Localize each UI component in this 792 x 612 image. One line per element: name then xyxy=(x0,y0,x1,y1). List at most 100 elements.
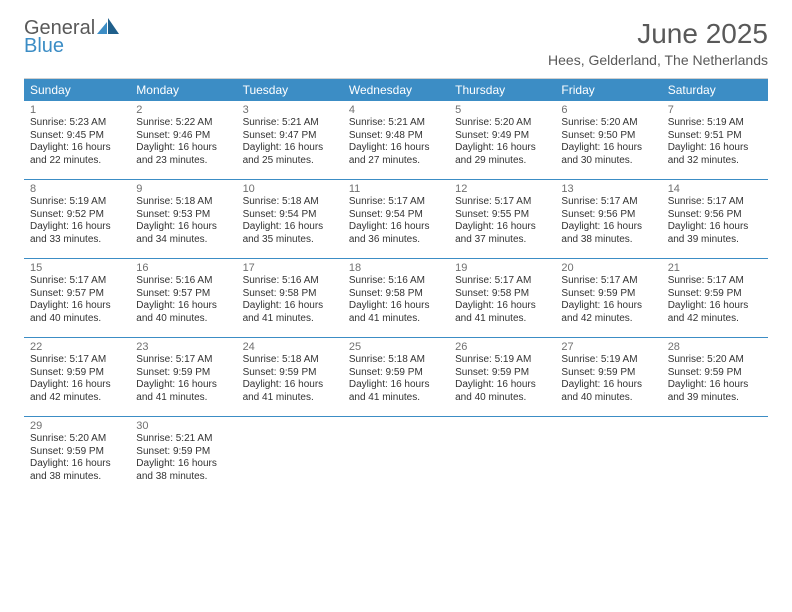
day-cell-empty xyxy=(555,417,661,495)
daylight-line: Daylight: 16 hours and 41 minutes. xyxy=(455,300,549,325)
logo-sail-icon xyxy=(97,18,119,34)
sunrise-line: Sunrise: 5:20 AM xyxy=(561,117,655,130)
day-cell: 20 Sunrise: 5:17 AM Sunset: 9:59 PM Dayl… xyxy=(555,259,661,337)
day-number: 25 xyxy=(349,341,443,353)
daylight-line: Daylight: 16 hours and 34 minutes. xyxy=(136,221,230,246)
daylight-line: Daylight: 16 hours and 23 minutes. xyxy=(136,142,230,167)
calendar-grid: Sunday Monday Tuesday Wednesday Thursday… xyxy=(24,78,768,495)
day-number: 26 xyxy=(455,341,549,353)
day-cell: 24 Sunrise: 5:18 AM Sunset: 9:59 PM Dayl… xyxy=(237,338,343,416)
sunset-line: Sunset: 9:45 PM xyxy=(30,130,124,143)
location-subtitle: Hees, Gelderland, The Netherlands xyxy=(548,52,768,68)
title-block: June 2025 Hees, Gelderland, The Netherla… xyxy=(548,18,768,68)
day-number: 4 xyxy=(349,104,443,116)
daylight-line: Daylight: 16 hours and 41 minutes. xyxy=(349,379,443,404)
daylight-line: Daylight: 16 hours and 42 minutes. xyxy=(30,379,124,404)
day-cell: 28 Sunrise: 5:20 AM Sunset: 9:59 PM Dayl… xyxy=(662,338,768,416)
brand-logo: General Blue xyxy=(24,18,119,56)
daylight-line: Daylight: 16 hours and 40 minutes. xyxy=(136,300,230,325)
day-number: 14 xyxy=(668,183,762,195)
day-number: 6 xyxy=(561,104,655,116)
sunset-line: Sunset: 9:58 PM xyxy=(243,288,337,301)
day-number: 11 xyxy=(349,183,443,195)
day-number: 12 xyxy=(455,183,549,195)
dow-sunday: Sunday xyxy=(24,79,130,101)
daylight-line: Daylight: 16 hours and 37 minutes. xyxy=(455,221,549,246)
sunrise-line: Sunrise: 5:17 AM xyxy=(561,275,655,288)
sunset-line: Sunset: 9:59 PM xyxy=(561,367,655,380)
sunset-line: Sunset: 9:55 PM xyxy=(455,209,549,222)
sunrise-line: Sunrise: 5:16 AM xyxy=(349,275,443,288)
daylight-line: Daylight: 16 hours and 40 minutes. xyxy=(30,300,124,325)
daylight-line: Daylight: 16 hours and 39 minutes. xyxy=(668,379,762,404)
day-cell: 13 Sunrise: 5:17 AM Sunset: 9:56 PM Dayl… xyxy=(555,180,661,258)
sunrise-line: Sunrise: 5:18 AM xyxy=(349,354,443,367)
sunrise-line: Sunrise: 5:17 AM xyxy=(668,196,762,209)
day-number: 24 xyxy=(243,341,337,353)
day-cell-empty xyxy=(662,417,768,495)
day-number: 30 xyxy=(136,420,230,432)
sunset-line: Sunset: 9:47 PM xyxy=(243,130,337,143)
day-cell-empty xyxy=(449,417,555,495)
day-cell: 19 Sunrise: 5:17 AM Sunset: 9:58 PM Dayl… xyxy=(449,259,555,337)
day-cell: 5 Sunrise: 5:20 AM Sunset: 9:49 PM Dayli… xyxy=(449,101,555,179)
sunset-line: Sunset: 9:52 PM xyxy=(30,209,124,222)
sunrise-line: Sunrise: 5:19 AM xyxy=(668,117,762,130)
day-cell: 23 Sunrise: 5:17 AM Sunset: 9:59 PM Dayl… xyxy=(130,338,236,416)
daylight-line: Daylight: 16 hours and 41 minutes. xyxy=(349,300,443,325)
sunrise-line: Sunrise: 5:18 AM xyxy=(136,196,230,209)
dow-tuesday: Tuesday xyxy=(237,79,343,101)
sunset-line: Sunset: 9:59 PM xyxy=(561,288,655,301)
day-cell: 3 Sunrise: 5:21 AM Sunset: 9:47 PM Dayli… xyxy=(237,101,343,179)
sunrise-line: Sunrise: 5:21 AM xyxy=(243,117,337,130)
day-cell: 12 Sunrise: 5:17 AM Sunset: 9:55 PM Dayl… xyxy=(449,180,555,258)
day-cell: 1 Sunrise: 5:23 AM Sunset: 9:45 PM Dayli… xyxy=(24,101,130,179)
sunset-line: Sunset: 9:46 PM xyxy=(136,130,230,143)
day-number: 21 xyxy=(668,262,762,274)
daylight-line: Daylight: 16 hours and 35 minutes. xyxy=(243,221,337,246)
day-number: 9 xyxy=(136,183,230,195)
day-number: 19 xyxy=(455,262,549,274)
sunrise-line: Sunrise: 5:17 AM xyxy=(455,196,549,209)
sunrise-line: Sunrise: 5:23 AM xyxy=(30,117,124,130)
brand-word2: Blue xyxy=(24,36,119,56)
day-cell: 22 Sunrise: 5:17 AM Sunset: 9:59 PM Dayl… xyxy=(24,338,130,416)
sunrise-line: Sunrise: 5:21 AM xyxy=(136,433,230,446)
day-number: 20 xyxy=(561,262,655,274)
day-number: 22 xyxy=(30,341,124,353)
day-number: 29 xyxy=(30,420,124,432)
day-number: 2 xyxy=(136,104,230,116)
daylight-line: Daylight: 16 hours and 27 minutes. xyxy=(349,142,443,167)
daylight-line: Daylight: 16 hours and 40 minutes. xyxy=(455,379,549,404)
dow-friday: Friday xyxy=(555,79,661,101)
day-cell: 11 Sunrise: 5:17 AM Sunset: 9:54 PM Dayl… xyxy=(343,180,449,258)
sunset-line: Sunset: 9:53 PM xyxy=(136,209,230,222)
day-number: 18 xyxy=(349,262,443,274)
week-row: 8 Sunrise: 5:19 AM Sunset: 9:52 PM Dayli… xyxy=(24,180,768,259)
sunrise-line: Sunrise: 5:17 AM xyxy=(30,275,124,288)
sunrise-line: Sunrise: 5:19 AM xyxy=(561,354,655,367)
day-cell-empty xyxy=(343,417,449,495)
day-cell: 30 Sunrise: 5:21 AM Sunset: 9:59 PM Dayl… xyxy=(130,417,236,495)
daylight-line: Daylight: 16 hours and 33 minutes. xyxy=(30,221,124,246)
sunset-line: Sunset: 9:57 PM xyxy=(136,288,230,301)
day-number: 17 xyxy=(243,262,337,274)
day-number: 3 xyxy=(243,104,337,116)
sunset-line: Sunset: 9:59 PM xyxy=(136,367,230,380)
dow-wednesday: Wednesday xyxy=(343,79,449,101)
sunrise-line: Sunrise: 5:17 AM xyxy=(30,354,124,367)
page-title: June 2025 xyxy=(548,18,768,50)
sunrise-line: Sunrise: 5:22 AM xyxy=(136,117,230,130)
day-number: 8 xyxy=(30,183,124,195)
sunset-line: Sunset: 9:50 PM xyxy=(561,130,655,143)
day-number: 23 xyxy=(136,341,230,353)
sunset-line: Sunset: 9:59 PM xyxy=(243,367,337,380)
daylight-line: Daylight: 16 hours and 29 minutes. xyxy=(455,142,549,167)
day-number: 10 xyxy=(243,183,337,195)
daylight-line: Daylight: 16 hours and 32 minutes. xyxy=(668,142,762,167)
dow-thursday: Thursday xyxy=(449,79,555,101)
sunset-line: Sunset: 9:54 PM xyxy=(349,209,443,222)
sunset-line: Sunset: 9:58 PM xyxy=(349,288,443,301)
day-cell: 18 Sunrise: 5:16 AM Sunset: 9:58 PM Dayl… xyxy=(343,259,449,337)
day-cell: 2 Sunrise: 5:22 AM Sunset: 9:46 PM Dayli… xyxy=(130,101,236,179)
